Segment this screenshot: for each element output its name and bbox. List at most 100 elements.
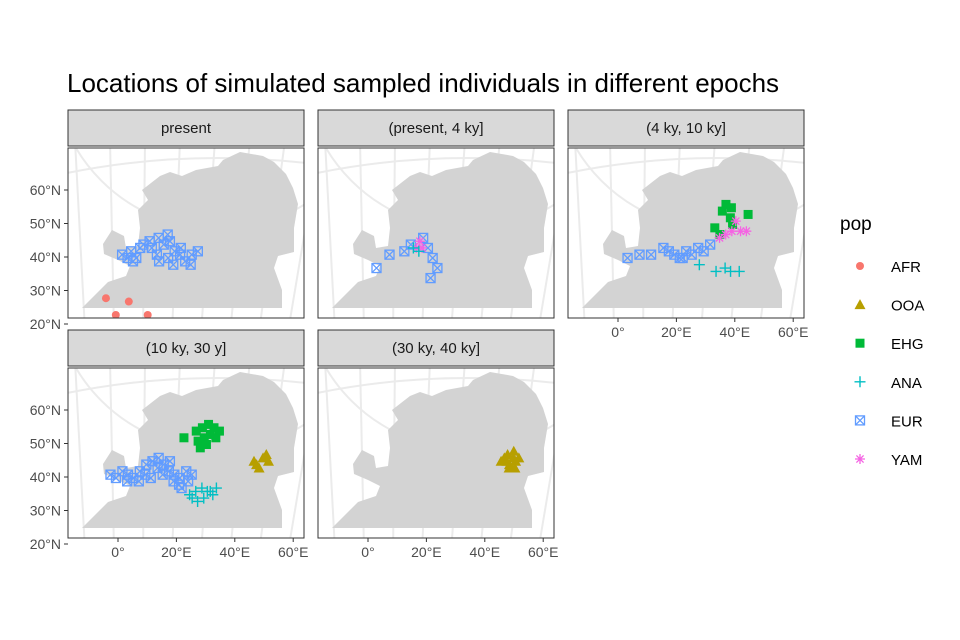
series-eur bbox=[371, 232, 443, 284]
data-point bbox=[101, 294, 110, 303]
legend-key bbox=[854, 299, 866, 310]
data-point bbox=[131, 252, 142, 264]
data-point bbox=[153, 256, 165, 267]
legend-label: YAM bbox=[891, 452, 922, 469]
series-ana bbox=[407, 242, 425, 257]
data-point bbox=[263, 455, 274, 466]
x-tick-label: 60°E bbox=[528, 544, 559, 560]
data-point bbox=[414, 236, 425, 247]
data-point bbox=[407, 242, 419, 254]
data-point bbox=[164, 456, 176, 467]
facet-strip bbox=[67, 329, 305, 367]
series-ehg bbox=[179, 419, 224, 453]
data-point bbox=[733, 265, 745, 277]
legend: pop AFR OOA EHG ANA EUR YAM bbox=[840, 214, 924, 469]
data-point bbox=[157, 469, 168, 480]
data-point bbox=[645, 249, 657, 260]
legend-key bbox=[854, 415, 866, 426]
data-point bbox=[209, 423, 219, 433]
data-point bbox=[693, 259, 705, 271]
data-point bbox=[432, 262, 443, 274]
data-point bbox=[417, 242, 428, 253]
facet-strip bbox=[567, 109, 805, 147]
legend-items: AFR OOA EHG ANA EUR YAM bbox=[854, 259, 924, 469]
series-yam bbox=[714, 216, 752, 243]
data-point bbox=[181, 466, 192, 477]
y-tick-label: 60°N bbox=[30, 182, 61, 198]
data-point bbox=[260, 449, 272, 460]
legend-item-yam: YAM bbox=[855, 452, 922, 469]
legend-label: ANA bbox=[891, 375, 922, 392]
facet-strip bbox=[67, 109, 305, 147]
data-point bbox=[116, 317, 120, 318]
x-tick-label: 20°E bbox=[411, 544, 442, 560]
data-point bbox=[198, 492, 210, 504]
legend-key bbox=[854, 376, 866, 388]
data-point bbox=[162, 229, 173, 240]
data-point bbox=[495, 455, 507, 466]
facet-strip-label: (present, 4 ky] bbox=[388, 120, 483, 137]
panel-border bbox=[67, 147, 305, 319]
x-tick-label: 0° bbox=[361, 544, 374, 560]
data-point bbox=[720, 229, 731, 240]
data-point bbox=[425, 272, 436, 284]
data-point bbox=[508, 445, 520, 456]
data-point bbox=[693, 242, 704, 254]
legend-label: EUR bbox=[891, 413, 923, 430]
data-point bbox=[158, 239, 169, 250]
x-tick-label: 60°E bbox=[778, 324, 809, 340]
series-eur bbox=[622, 239, 716, 264]
data-point bbox=[195, 443, 205, 453]
y-tick-label: 40°N bbox=[30, 469, 61, 485]
series-ooa bbox=[495, 445, 525, 473]
data-point bbox=[726, 226, 737, 237]
x-tick-label: 0° bbox=[611, 324, 624, 340]
legend-item-eur: EUR bbox=[854, 413, 923, 430]
data-point bbox=[192, 246, 204, 257]
data-point bbox=[721, 199, 731, 209]
legend-label: AFR bbox=[891, 259, 921, 276]
data-point bbox=[710, 265, 722, 277]
data-point bbox=[199, 433, 209, 443]
legend-item-ooa: OOA bbox=[854, 298, 924, 315]
y-tick-label: 50°N bbox=[30, 216, 61, 232]
y-tick-label: 30°N bbox=[30, 283, 61, 299]
data-point bbox=[201, 440, 211, 449]
data-point bbox=[371, 262, 382, 274]
facet-strip-label: (10 ky, 30 y] bbox=[146, 340, 227, 357]
x-tick-label: 20°E bbox=[161, 544, 192, 560]
data-point bbox=[186, 469, 197, 480]
data-point bbox=[191, 426, 201, 436]
data-point bbox=[205, 429, 215, 439]
panel-border bbox=[67, 367, 305, 539]
data-point bbox=[105, 469, 116, 480]
chart-title: Locations of simulated sampled individua… bbox=[67, 68, 779, 98]
land-mass bbox=[332, 372, 548, 528]
plot-area bbox=[318, 368, 554, 538]
data-point bbox=[658, 242, 669, 254]
legend-item-ehg: EHG bbox=[855, 336, 924, 353]
data-point bbox=[725, 213, 735, 223]
y-tick-label: 20°N bbox=[30, 536, 61, 552]
y-tick-label: 50°N bbox=[30, 436, 61, 452]
data-point bbox=[705, 239, 716, 250]
facet-strip bbox=[317, 109, 555, 147]
data-point bbox=[741, 226, 752, 237]
data-point bbox=[122, 476, 133, 487]
data-point bbox=[622, 252, 633, 264]
data-point bbox=[210, 482, 222, 494]
data-point bbox=[405, 239, 417, 250]
data-point bbox=[153, 452, 164, 464]
data-point bbox=[110, 472, 122, 484]
x-tick-label: 20°E bbox=[661, 324, 692, 340]
data-point bbox=[384, 249, 395, 260]
land-mass bbox=[332, 152, 548, 308]
data-point bbox=[634, 249, 645, 260]
y-tick-label: 20°N bbox=[30, 316, 61, 332]
panel-border bbox=[317, 367, 555, 539]
